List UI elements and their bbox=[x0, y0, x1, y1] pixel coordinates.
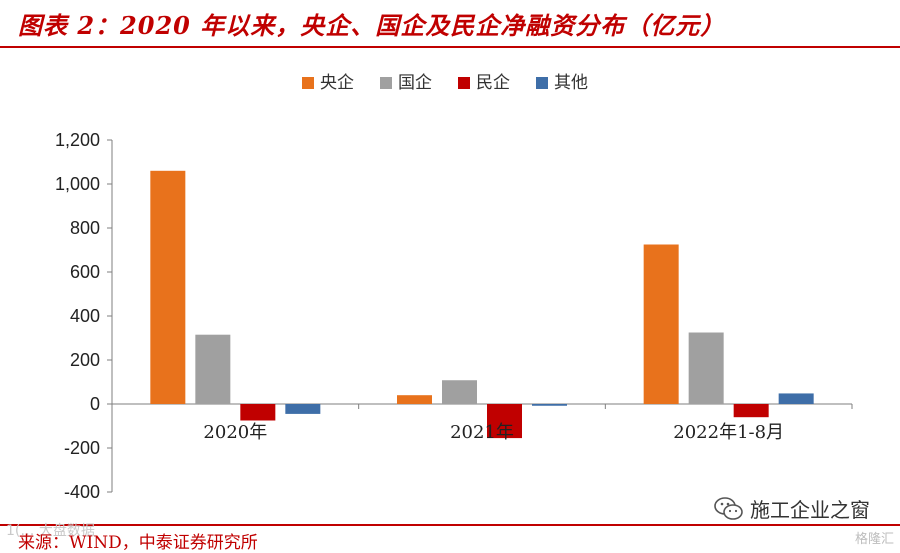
watermark-right-label: 施工企业之窗 bbox=[750, 498, 870, 522]
bar-国企 bbox=[195, 334, 231, 404]
bar-央企 bbox=[643, 244, 679, 404]
y-tick-label: 0 bbox=[90, 394, 100, 414]
wechat-icon bbox=[714, 496, 743, 520]
legend-label: 其他 bbox=[554, 73, 588, 93]
legend-label: 央企 bbox=[320, 73, 354, 93]
bar-央企 bbox=[150, 170, 186, 404]
y-tick-label: 400 bbox=[70, 306, 100, 326]
bar-民企 bbox=[240, 404, 276, 421]
legend-swatch bbox=[380, 77, 392, 89]
bar-其他 bbox=[532, 404, 567, 406]
bar-国企 bbox=[442, 380, 477, 404]
watermark-left: 1(… 大盘数据 bbox=[6, 523, 95, 539]
legend-swatch bbox=[536, 77, 548, 89]
bar-央企 bbox=[397, 395, 432, 404]
legend-swatch bbox=[458, 77, 470, 89]
watermark-corner: 格隆汇 bbox=[854, 532, 894, 547]
bar-其他 bbox=[778, 393, 814, 404]
x-category-label: 2022年1-8月 bbox=[673, 422, 784, 443]
legend-label: 民企 bbox=[476, 73, 510, 93]
y-tick-label: -400 bbox=[64, 482, 100, 502]
x-category-label: 2021年 bbox=[450, 422, 514, 443]
legend-swatch bbox=[302, 77, 314, 89]
bar-民企 bbox=[733, 404, 769, 418]
y-tick-label: 600 bbox=[70, 262, 100, 282]
source-note: 来源：WIND，中泰证券研究所 bbox=[18, 533, 258, 553]
bar-国企 bbox=[688, 332, 724, 404]
x-category-label: 2020年 bbox=[203, 422, 267, 443]
bar-民企 bbox=[487, 404, 522, 439]
y-tick-label: 200 bbox=[70, 350, 100, 370]
watermark-right: 施工企业之窗 bbox=[714, 494, 870, 523]
y-tick-label: 1,200 bbox=[55, 130, 100, 150]
footer-divider bbox=[0, 524, 900, 526]
chart-title: 图表 2：2020 年以来，央企、国企及民企净融资分布（亿元） bbox=[18, 11, 726, 40]
title-divider bbox=[0, 46, 900, 48]
bar-其他 bbox=[285, 404, 321, 414]
y-tick-label: 800 bbox=[70, 218, 100, 238]
y-tick-label: -200 bbox=[64, 438, 100, 458]
y-tick-label: 1,000 bbox=[55, 174, 100, 194]
legend-label: 国企 bbox=[398, 73, 432, 93]
